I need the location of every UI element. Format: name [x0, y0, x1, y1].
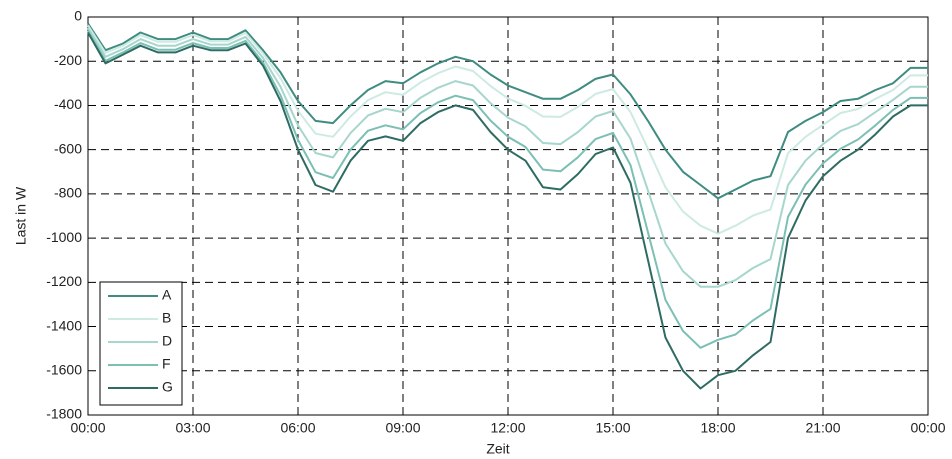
x-tick-label: 00:00 [910, 420, 945, 436]
y-tick-label: -200 [54, 52, 82, 68]
y-tick-label: -1000 [46, 229, 82, 245]
series-line [87, 24, 928, 235]
x-tick-label: 15:00 [595, 420, 630, 436]
series-line [87, 32, 928, 390]
y-tick-label: -1600 [46, 361, 82, 377]
x-tick-label: 12:00 [490, 420, 525, 436]
x-axis-label: Zeit [486, 441, 509, 457]
y-tick-label: 0 [74, 8, 82, 24]
legend-label: B [162, 310, 171, 326]
series-line [87, 30, 928, 349]
x-tick-label: 09:00 [385, 420, 420, 436]
legend-box [99, 281, 183, 406]
legend-label: A [162, 287, 172, 303]
y-tick-label: -1800 [46, 406, 82, 422]
series-line [87, 23, 928, 200]
x-tick-label: 03:00 [175, 420, 210, 436]
y-tick-label: -600 [54, 140, 82, 156]
y-tick-label: -1200 [46, 273, 82, 289]
y-tick-label: -400 [54, 96, 82, 112]
y-tick-label: -1400 [46, 317, 82, 333]
y-tick-label: -800 [54, 185, 82, 201]
series-line [87, 27, 928, 288]
x-tick-label: 06:00 [280, 420, 315, 436]
legend-label: G [162, 379, 173, 395]
y-axis-label: Last in W [13, 186, 29, 245]
x-tick-label: 21:00 [805, 420, 840, 436]
legend-label: F [162, 356, 171, 372]
plot-frame [87, 16, 929, 416]
x-tick-label: 18:00 [700, 420, 735, 436]
legend-label: D [162, 333, 172, 349]
x-tick-label: 00:00 [70, 420, 105, 436]
